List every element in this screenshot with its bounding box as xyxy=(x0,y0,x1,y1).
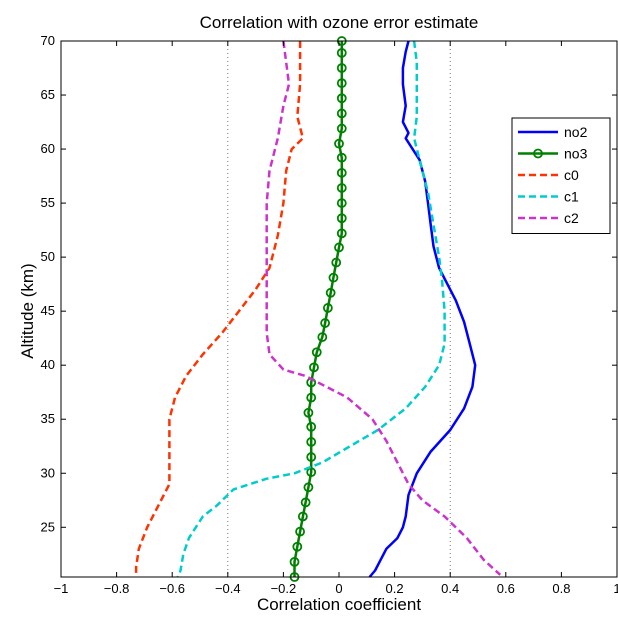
y-tick-label: 65 xyxy=(41,87,55,102)
legend-label-c2: c2 xyxy=(564,210,579,226)
legend-label-c0: c0 xyxy=(564,167,579,183)
series-point-no3 xyxy=(306,467,317,478)
series-point-no3 xyxy=(300,497,311,508)
series-point-no3 xyxy=(320,318,331,328)
series-point-no3 xyxy=(328,272,339,283)
y-tick-label: 30 xyxy=(41,465,55,480)
series-point-no3 xyxy=(306,421,317,432)
series-point-no3 xyxy=(295,526,305,537)
series-point-no3 xyxy=(317,332,328,342)
series-point-no3 xyxy=(336,152,347,163)
series-point-no3 xyxy=(336,108,347,119)
x-tick-label: −1 xyxy=(54,581,69,596)
series-point-no3 xyxy=(331,257,342,268)
series-point-no3 xyxy=(292,541,303,552)
y-tick-label: 45 xyxy=(41,303,55,318)
y-tick-label: 25 xyxy=(41,519,55,534)
series-point-no3 xyxy=(303,482,314,493)
series-point-no3 xyxy=(297,511,308,522)
series-line-no3 xyxy=(293,41,344,577)
y-tick-label: 50 xyxy=(41,249,55,264)
series-point-no3 xyxy=(336,93,347,104)
legend-marker-no3 xyxy=(533,148,543,159)
legend-label-no3: no3 xyxy=(564,146,588,162)
chart-title: Correlation with ozone error estimate xyxy=(200,13,479,32)
x-tick-label: 0.4 xyxy=(441,581,459,596)
y-tick-label: 40 xyxy=(41,357,55,372)
series-line-no2 xyxy=(368,40,477,578)
y-tick-label: 70 xyxy=(41,33,55,48)
series-point-no3 xyxy=(309,362,319,373)
series-point-no3 xyxy=(336,183,347,193)
series-point-no3 xyxy=(289,556,300,567)
y-axis-label: Altitude (km) xyxy=(18,263,37,358)
series-point-no3 xyxy=(325,287,336,298)
legend-label-c1: c1 xyxy=(564,189,579,205)
x-tick-label: 0 xyxy=(335,581,342,596)
series-point-no3 xyxy=(306,437,317,447)
series-point-no3 xyxy=(306,392,317,403)
series-point-no3 xyxy=(303,407,314,418)
series-point-no3 xyxy=(334,138,344,149)
series-point-no3 xyxy=(336,213,347,224)
series-point-no3 xyxy=(306,452,317,462)
series-point-no3 xyxy=(336,167,347,178)
series-point-no3 xyxy=(336,78,347,89)
series-point-no3 xyxy=(336,228,347,239)
series-point-no3 xyxy=(322,303,333,313)
x-tick-label: −0.6 xyxy=(159,581,185,596)
series-point-no3 xyxy=(336,123,347,134)
y-tick-label: 35 xyxy=(41,411,55,426)
x-tick-label: −0.2 xyxy=(271,581,297,596)
legend-box xyxy=(511,117,611,234)
x-tick-label: 0.2 xyxy=(386,581,404,596)
x-tick-label: 1 xyxy=(613,581,618,596)
x-axis-label: Correlation coefficient xyxy=(257,595,421,614)
x-tick-label: 0.6 xyxy=(497,581,515,596)
y-tick-label: 55 xyxy=(41,195,55,210)
x-tick-label: −0.4 xyxy=(215,581,241,596)
series-line-c2 xyxy=(265,40,502,576)
legend-label-no2: no2 xyxy=(564,124,588,140)
x-tick-label: −0.8 xyxy=(104,581,130,596)
series-point-no3 xyxy=(336,47,347,58)
series-point-no3 xyxy=(311,347,322,358)
y-tick-label: 60 xyxy=(41,141,55,156)
x-tick-label: 0.8 xyxy=(552,581,570,596)
series-point-no3 xyxy=(334,242,344,253)
series-point-no3 xyxy=(336,63,347,73)
series-point-no3 xyxy=(336,198,347,208)
series-line-c1 xyxy=(176,40,446,578)
